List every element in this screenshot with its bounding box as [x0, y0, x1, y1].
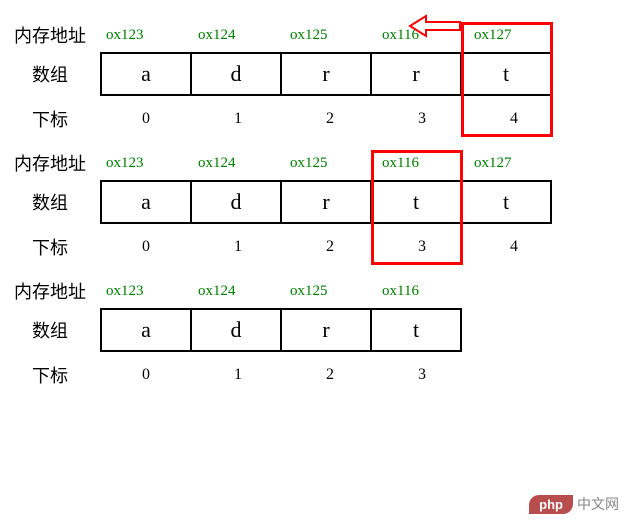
- addr-cell: ox123: [100, 155, 192, 172]
- index-label: 下标: [0, 106, 100, 132]
- array-label: 数组: [0, 317, 100, 343]
- addr-cells: ox123ox124ox125ox116: [100, 283, 468, 300]
- index-cell: 1: [192, 366, 284, 384]
- addr-cell: ox127: [468, 27, 560, 44]
- section-0: 内存地址ox123ox124ox125ox116ox127数组adrrt下标01…: [0, 22, 627, 132]
- section-1: 内存地址ox123ox124ox125ox116ox127数组adrtt下标01…: [0, 150, 627, 260]
- index-cell: 2: [284, 238, 376, 256]
- addr-cell: ox116: [376, 283, 468, 300]
- memaddr-label: 内存地址: [0, 278, 100, 304]
- array-cell: r: [280, 180, 372, 224]
- index-cell: 2: [284, 366, 376, 384]
- memaddr-label: 内存地址: [0, 22, 100, 48]
- addr-cell: ox116: [376, 155, 468, 172]
- addr-cell: ox124: [192, 155, 284, 172]
- index-row: 下标01234: [0, 234, 627, 260]
- addr-row: 内存地址ox123ox124ox125ox116ox127: [0, 22, 627, 48]
- addr-cell: ox116: [376, 27, 468, 44]
- watermark: php 中文网: [529, 494, 619, 514]
- index-row: 下标01234: [0, 106, 627, 132]
- array-label: 数组: [0, 189, 100, 215]
- index-cell: 0: [100, 238, 192, 256]
- array-cell: d: [190, 52, 282, 96]
- memaddr-label: 内存地址: [0, 150, 100, 176]
- section-2: 内存地址ox123ox124ox125ox116数组adrt下标0123: [0, 278, 627, 388]
- addr-row: 内存地址ox123ox124ox125ox116ox127: [0, 150, 627, 176]
- addr-cell: ox125: [284, 155, 376, 172]
- array-cells: adrtt: [100, 180, 552, 224]
- array-cell: r: [280, 52, 372, 96]
- index-label: 下标: [0, 234, 100, 260]
- watermark-badge: php: [529, 495, 573, 514]
- index-cell: 3: [376, 238, 468, 256]
- index-cell: 0: [100, 110, 192, 128]
- index-cells: 0123: [100, 366, 468, 384]
- array-cells: adrt: [100, 308, 462, 352]
- index-label: 下标: [0, 362, 100, 388]
- array-cell: a: [100, 180, 192, 224]
- index-cell: 4: [468, 110, 560, 128]
- addr-cell: ox124: [192, 283, 284, 300]
- array-cell: d: [190, 308, 282, 352]
- array-cell: a: [100, 308, 192, 352]
- array-row: 数组adrrt: [0, 52, 627, 96]
- array-cell: a: [100, 52, 192, 96]
- array-row: 数组adrtt: [0, 180, 627, 224]
- array-cell: t: [460, 52, 552, 96]
- array-cell: d: [190, 180, 282, 224]
- addr-cell: ox124: [192, 27, 284, 44]
- array-cell: r: [370, 52, 462, 96]
- addr-cell: ox125: [284, 27, 376, 44]
- addr-cell: ox127: [468, 155, 560, 172]
- addr-row: 内存地址ox123ox124ox125ox116: [0, 278, 627, 304]
- index-cell: 4: [468, 238, 560, 256]
- index-cell: 1: [192, 238, 284, 256]
- addr-cell: ox125: [284, 283, 376, 300]
- addr-cells: ox123ox124ox125ox116ox127: [100, 27, 560, 44]
- addr-cell: ox123: [100, 283, 192, 300]
- array-cell: t: [370, 308, 462, 352]
- index-cells: 01234: [100, 110, 560, 128]
- index-row: 下标0123: [0, 362, 627, 388]
- array-cell: t: [460, 180, 552, 224]
- index-cell: 3: [376, 366, 468, 384]
- index-cell: 0: [100, 366, 192, 384]
- array-cell: r: [280, 308, 372, 352]
- array-row: 数组adrt: [0, 308, 627, 352]
- watermark-text: 中文网: [577, 494, 619, 514]
- index-cell: 1: [192, 110, 284, 128]
- index-cells: 01234: [100, 238, 560, 256]
- array-cells: adrrt: [100, 52, 552, 96]
- addr-cells: ox123ox124ox125ox116ox127: [100, 155, 560, 172]
- index-cell: 3: [376, 110, 468, 128]
- array-label: 数组: [0, 61, 100, 87]
- addr-cell: ox123: [100, 27, 192, 44]
- index-cell: 2: [284, 110, 376, 128]
- array-cell: t: [370, 180, 462, 224]
